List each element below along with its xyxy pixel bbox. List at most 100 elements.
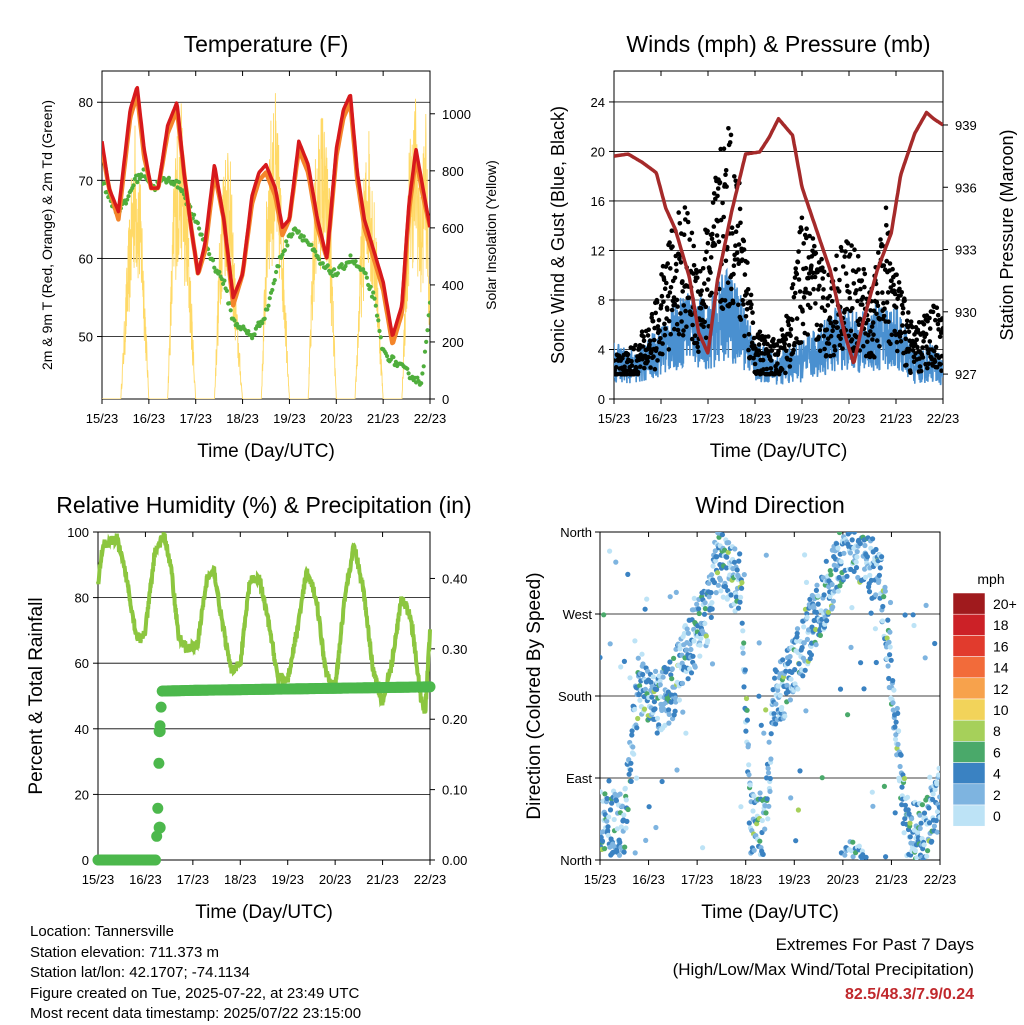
legend-label: 4: [993, 766, 1001, 782]
direction-point: [782, 713, 788, 719]
gust-point: [801, 241, 806, 246]
direction-point: [620, 803, 626, 810]
direction-point: [739, 645, 746, 651]
gust-point: [720, 306, 726, 312]
direction-point: [679, 680, 686, 687]
gust-point: [840, 346, 845, 351]
gust-point: [938, 362, 943, 367]
gust-point: [814, 322, 820, 328]
gust-point: [635, 369, 641, 375]
direction-point: [715, 582, 722, 588]
gust-point: [685, 219, 691, 225]
direction-point: [827, 568, 833, 574]
gust-point: [813, 301, 818, 306]
direction-point: [890, 700, 896, 706]
td-point: [353, 259, 358, 264]
y2-axis-label: Solar Insolation (Yellow): [483, 160, 499, 310]
direction-point: [710, 563, 716, 569]
gust-point: [788, 333, 793, 339]
x-tick-label: 20/23: [320, 411, 353, 426]
direction-point: [921, 842, 927, 848]
legend-label: 10: [993, 702, 1009, 718]
direction-point: [827, 593, 833, 600]
direction-point: [830, 598, 837, 604]
direction-point: [618, 824, 624, 830]
gust-point: [704, 287, 710, 292]
gust-point: [704, 249, 709, 255]
y-tick-label: 80: [75, 591, 89, 606]
direction-point: [915, 829, 921, 835]
gust-point: [680, 333, 686, 338]
direction-point: [613, 559, 619, 565]
direction-point: [743, 728, 749, 734]
gust-point: [783, 337, 789, 342]
gust-point: [908, 319, 914, 325]
direction-point: [654, 730, 660, 736]
direction-point: [732, 608, 738, 614]
gust-point: [874, 311, 879, 317]
direction-point: [739, 580, 745, 586]
gust-point: [898, 339, 904, 344]
td-point: [363, 271, 368, 276]
direction-point: [690, 653, 696, 659]
gust-point: [822, 308, 828, 314]
direction-point: [873, 659, 879, 666]
direction-point: [691, 638, 697, 644]
td-point: [217, 269, 222, 275]
extremes-title: Extremes For Past 7 Days: [775, 935, 974, 954]
gust-point: [744, 307, 750, 312]
direction-point: [893, 719, 899, 725]
gust-point: [884, 223, 889, 228]
gust-point: [640, 344, 646, 349]
gust-point: [662, 332, 668, 338]
direction-point: [927, 774, 933, 780]
gust-point: [895, 348, 900, 354]
gust-point: [702, 281, 707, 286]
x-tick-label: 18/23: [729, 872, 762, 887]
gust-point: [804, 226, 809, 231]
td-point: [335, 271, 340, 276]
direction-point: [694, 601, 700, 607]
gust-point: [721, 146, 727, 151]
direction-point: [713, 558, 719, 564]
y-axis-label: Sonic Wind & Gust (Blue, Black): [548, 106, 568, 364]
gust-point: [733, 178, 738, 184]
direction-point: [666, 707, 672, 713]
direction-point: [768, 731, 774, 737]
gust-point: [681, 232, 687, 237]
gust-point: [801, 295, 807, 300]
td-point: [320, 261, 325, 266]
direction-point: [866, 589, 873, 595]
gust-point: [642, 365, 647, 371]
gust-point: [622, 364, 627, 370]
direction-point: [673, 589, 679, 596]
gust-point: [883, 205, 889, 211]
gust-point: [837, 342, 843, 348]
gust-point: [800, 321, 806, 327]
gust-point: [684, 324, 689, 330]
gust-point: [794, 271, 800, 277]
gust-point: [940, 316, 943, 321]
direction-point: [652, 706, 658, 712]
gust-point: [760, 357, 766, 363]
direction-point: [622, 785, 628, 792]
gust-point: [722, 298, 728, 303]
gust-point: [674, 321, 680, 327]
gust-point: [746, 347, 751, 353]
direction-point: [829, 581, 835, 588]
td-point: [368, 284, 373, 289]
plot-area: [92, 532, 436, 866]
gust-point: [647, 342, 652, 348]
gust-point: [789, 285, 795, 291]
gust-point: [695, 275, 700, 281]
direction-point: [717, 577, 724, 583]
gust-point: [768, 358, 774, 363]
y2-tick-label: 800: [442, 164, 464, 179]
direction-point: [883, 854, 889, 860]
gust-point: [746, 332, 752, 337]
gust-point: [821, 269, 827, 275]
x-tick-label: 22/23: [927, 411, 960, 426]
gust-point: [786, 322, 791, 328]
gust-point: [668, 285, 674, 290]
direction-point: [910, 612, 916, 618]
